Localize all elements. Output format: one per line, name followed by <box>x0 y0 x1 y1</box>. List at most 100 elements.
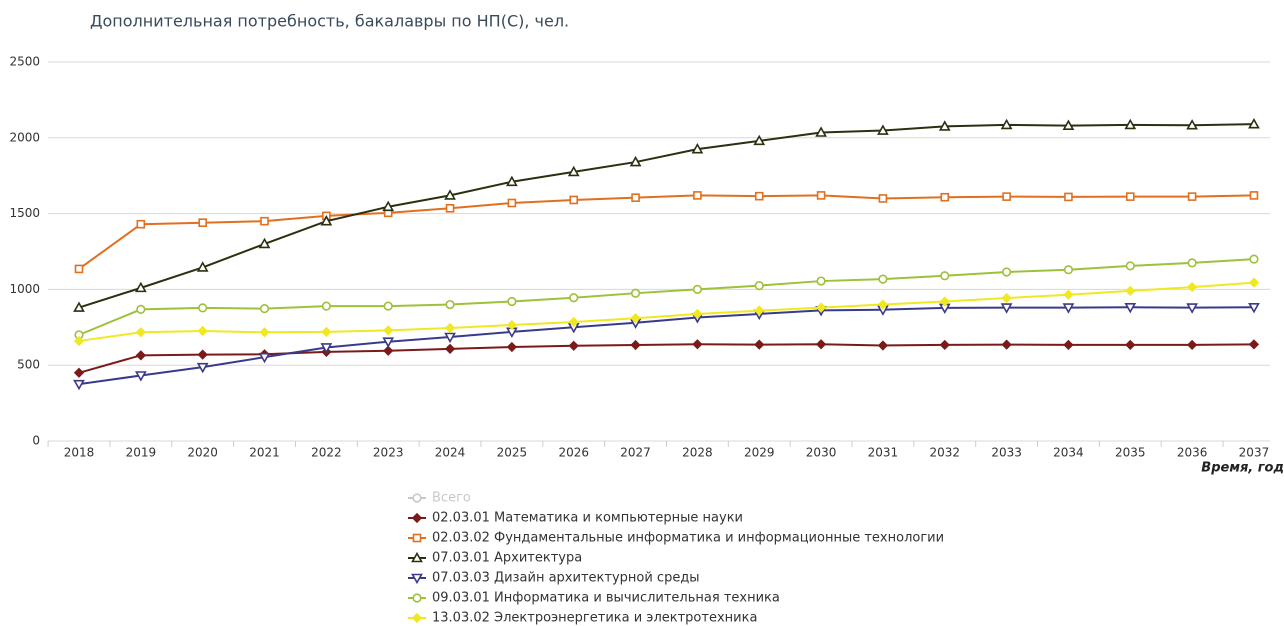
marker <box>197 349 208 360</box>
marker <box>1125 339 1136 351</box>
marker <box>939 296 950 307</box>
marker <box>816 191 826 200</box>
y-tick-label: 0 <box>32 434 40 448</box>
marker <box>444 343 456 354</box>
marker <box>135 350 146 361</box>
series-line <box>78 123 1254 309</box>
marker <box>569 195 579 205</box>
marker <box>754 305 765 316</box>
marker <box>383 345 394 356</box>
marker <box>878 274 888 284</box>
marker <box>940 271 950 281</box>
x-tick-label: 2024 <box>435 446 466 460</box>
marker <box>134 371 147 382</box>
marker <box>568 316 579 328</box>
marker <box>73 379 85 391</box>
x-tick-label: 2020 <box>187 446 218 460</box>
marker <box>507 296 517 307</box>
legend-label: 07.03.01 Архитектура <box>432 551 582 566</box>
marker <box>1187 258 1197 268</box>
marker <box>1062 119 1075 130</box>
legend-item: 02.03.02 Фундаментальные информатика и и… <box>408 531 944 546</box>
marker <box>507 198 517 208</box>
marker <box>258 237 271 249</box>
series-line <box>78 281 1255 342</box>
marker <box>630 339 641 351</box>
marker <box>1001 267 1012 277</box>
y-tick-label: 500 <box>17 358 40 372</box>
marker <box>1001 339 1012 350</box>
x-tick-label: 2025 <box>497 446 528 460</box>
marker <box>692 339 703 350</box>
marker <box>136 304 146 315</box>
marker <box>1124 118 1137 130</box>
marker <box>1248 339 1260 350</box>
x-tick-label: 2029 <box>744 446 775 460</box>
marker <box>1063 289 1074 300</box>
x-tick-label: 2033 <box>991 446 1022 460</box>
x-tick-label: 2035 <box>1115 446 1146 460</box>
marker <box>877 340 889 351</box>
marker <box>321 301 331 311</box>
legend-item: 13.03.02 Электроэнергетика и электротехн… <box>408 611 757 626</box>
marker <box>506 319 518 331</box>
legend-item: 07.03.01 Архитектура <box>408 551 582 566</box>
marker <box>1186 281 1198 293</box>
marker <box>1125 261 1135 271</box>
marker <box>630 313 641 324</box>
y-tick-label: 2000 <box>9 130 40 144</box>
marker <box>754 339 765 350</box>
marker <box>1125 192 1135 201</box>
marker <box>196 362 209 374</box>
legend-item: 07.03.03 Дизайн архитектурной среды <box>408 571 700 586</box>
marker <box>1064 192 1073 202</box>
marker <box>877 124 889 135</box>
marker <box>1186 303 1198 314</box>
x-tick-label: 2036 <box>1177 446 1208 460</box>
marker <box>73 335 85 347</box>
legend-item: 02.03.01 Математика и компьютерные науки <box>408 511 743 526</box>
marker <box>412 533 422 543</box>
marker <box>1062 303 1075 314</box>
marker <box>196 261 209 272</box>
x-tick-label: 2019 <box>126 446 157 460</box>
marker <box>569 293 579 303</box>
marker <box>1002 192 1011 201</box>
marker <box>411 551 423 563</box>
marker <box>631 193 640 202</box>
marker <box>938 120 951 131</box>
marker <box>940 192 950 202</box>
x-tick-label: 2034 <box>1053 446 1084 460</box>
marker <box>445 203 455 213</box>
marker <box>411 612 423 624</box>
legend-item: Всего <box>408 491 471 506</box>
marker <box>445 299 455 310</box>
marker <box>939 339 950 351</box>
marker <box>412 593 422 603</box>
marker <box>815 302 827 313</box>
marker <box>1186 339 1198 351</box>
x-tick-label: 2031 <box>868 446 899 460</box>
marker <box>320 343 333 354</box>
marker <box>411 573 423 585</box>
marker <box>878 194 888 203</box>
chart-title: Дополнительная потребность, бакалавры по… <box>90 12 569 31</box>
marker <box>1248 118 1260 129</box>
marker <box>197 325 208 337</box>
marker <box>1248 277 1260 288</box>
series-line <box>78 343 1254 374</box>
x-tick-label: 2022 <box>311 446 342 460</box>
marker <box>1063 339 1074 351</box>
marker <box>816 276 826 286</box>
marker <box>693 191 702 200</box>
marker <box>444 332 456 344</box>
marker <box>691 143 704 154</box>
marker <box>1249 254 1259 264</box>
marker <box>629 155 642 167</box>
marker <box>506 341 518 353</box>
y-tick-label: 2500 <box>9 55 40 69</box>
marker <box>692 284 703 295</box>
marker <box>1001 292 1012 304</box>
series-line <box>78 194 1254 270</box>
